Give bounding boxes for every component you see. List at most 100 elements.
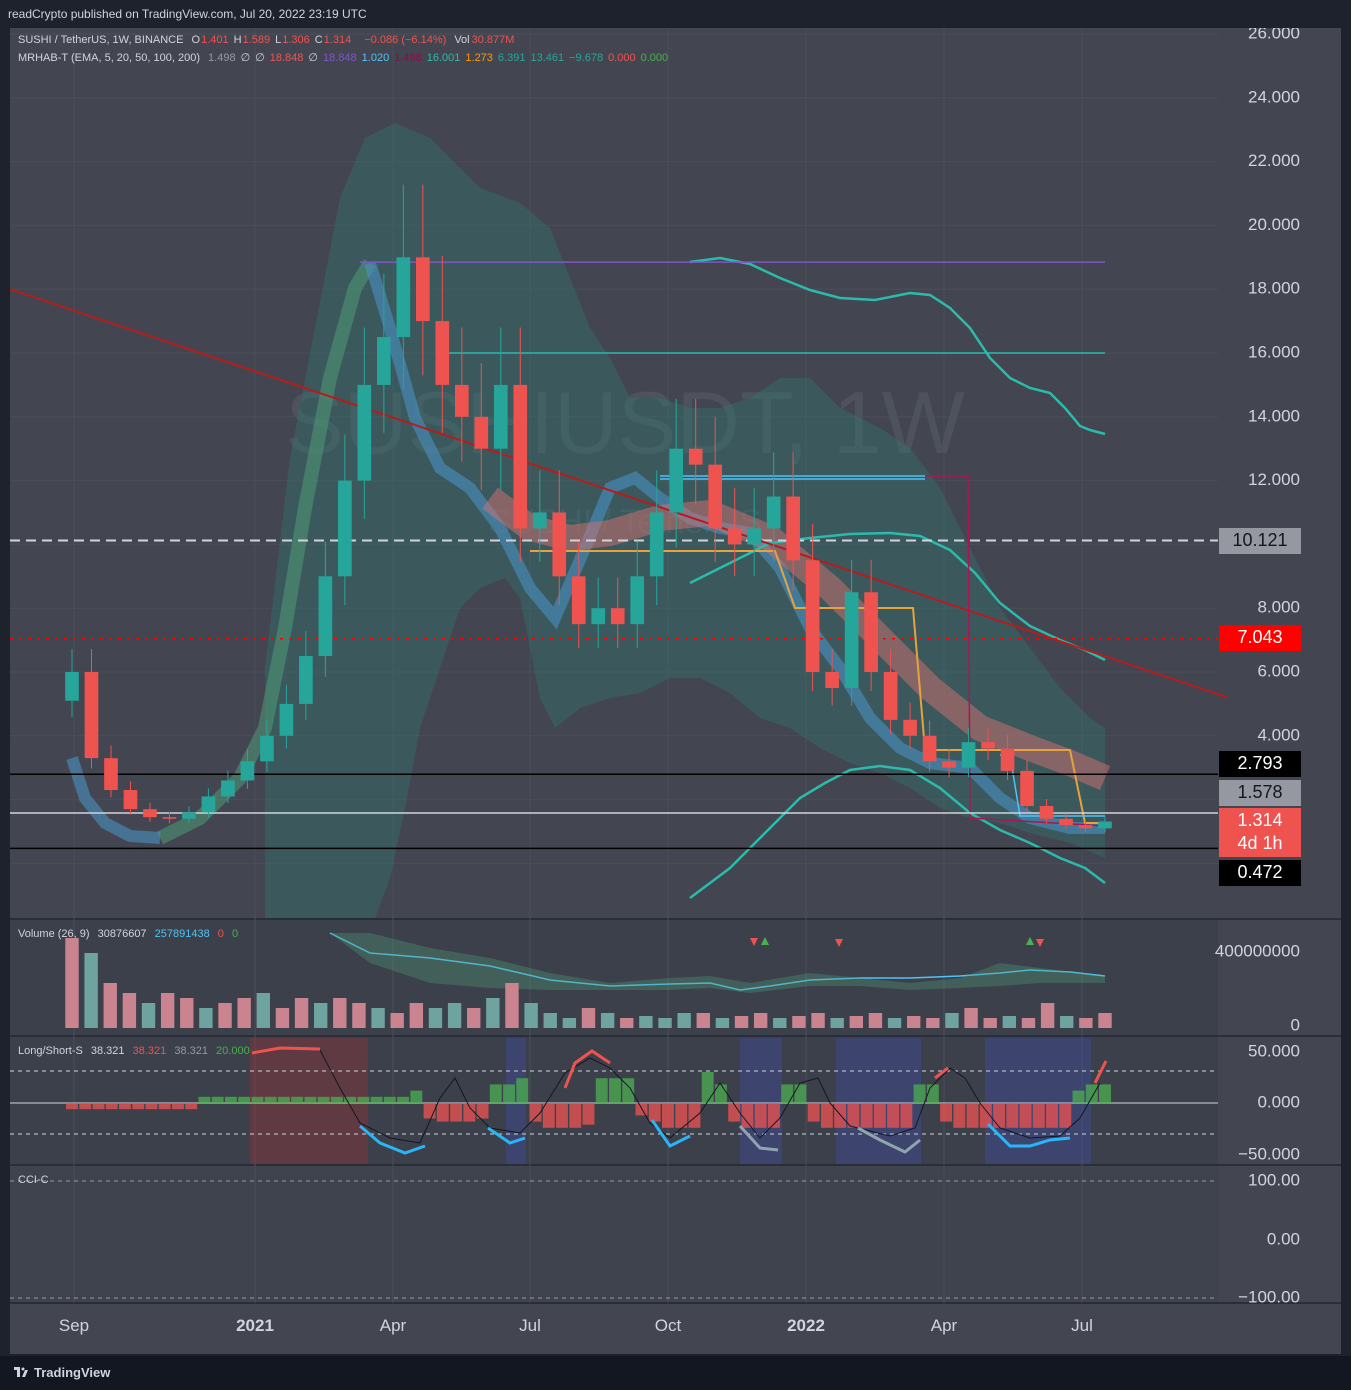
- ls-legend[interactable]: Long/Short-S 38.321 38.321 38.321 20.000: [18, 1045, 255, 1057]
- ls-histogram-bar: [423, 1103, 436, 1119]
- time-axis[interactable]: Sep 2021 Apr Jul Oct 2022 Apr Jul: [59, 1316, 1093, 1335]
- volume-legend-name: Volume (26, 9): [18, 928, 90, 940]
- published-header: readCrypto published on TradingView.com,…: [0, 0, 1351, 28]
- candle-body[interactable]: [1078, 825, 1093, 829]
- candle-body[interactable]: [727, 528, 742, 545]
- trendline[interactable]: [9, 288, 1229, 699]
- candle-body[interactable]: [688, 448, 703, 465]
- candle-body[interactable]: [1059, 818, 1073, 826]
- candle-body[interactable]: [669, 448, 684, 513]
- ls-histogram-bar: [873, 1103, 886, 1128]
- candle-body[interactable]: [610, 608, 625, 625]
- candle-body[interactable]: [240, 761, 255, 781]
- candle-body[interactable]: [201, 796, 216, 813]
- candle-body[interactable]: [299, 656, 313, 704]
- indicator-value: 18.848: [323, 52, 357, 64]
- candle-body[interactable]: [844, 592, 859, 688]
- candle-body[interactable]: [143, 809, 157, 818]
- volume-bar: [141, 1003, 156, 1028]
- ls-histogram-bar: [794, 1084, 807, 1103]
- indicator-values: 1.498 ∅ ∅ 18.848 ∅ 18.848 1.020 1.498 16.001 1.27…: [208, 52, 673, 64]
- candle-body[interactable]: [1039, 805, 1054, 819]
- chart-svg[interactable]: SUSHIUSDT, 1W SUSHI / TetherUS: [9, 23, 1341, 1354]
- candle-body[interactable]: [1098, 821, 1112, 829]
- candle-body[interactable]: [1000, 748, 1015, 771]
- price-label: 1.578: [1237, 782, 1282, 802]
- candle-body[interactable]: [123, 790, 138, 810]
- volume-bar: [371, 1008, 385, 1028]
- candle-body[interactable]: [65, 672, 79, 701]
- candle-body[interactable]: [571, 576, 586, 625]
- candle-body[interactable]: [942, 761, 956, 768]
- candle-body[interactable]: [279, 703, 294, 736]
- volume-bar: [467, 1008, 481, 1028]
- volume-bar: [199, 1008, 213, 1028]
- candle-body[interactable]: [532, 512, 547, 529]
- candle-body[interactable]: [338, 480, 352, 577]
- candle-body[interactable]: [747, 528, 761, 545]
- ls-tick: 0.000: [1257, 1092, 1300, 1111]
- price-axis[interactable]: 26.000 24.000 22.000 20.000 18.000 16.000 14.0…: [1248, 23, 1300, 744]
- indicator-value: −9.678: [569, 52, 604, 64]
- indicator-legend[interactable]: MRHAB-T (EMA, 5, 20, 50, 100, 200) 1.498…: [18, 51, 678, 64]
- candle-body[interactable]: [318, 576, 333, 657]
- red-ema-ribbon: [482, 487, 1111, 790]
- candle-body[interactable]: [84, 672, 99, 759]
- candle-body[interactable]: [883, 672, 898, 720]
- candle-body[interactable]: [708, 464, 723, 529]
- candle-body[interactable]: [630, 576, 645, 625]
- candle-body[interactable]: [805, 560, 820, 672]
- ls-histogram-bar: [1085, 1084, 1098, 1103]
- candle-body[interactable]: [591, 608, 606, 625]
- candle-body[interactable]: [454, 384, 469, 417]
- price-label-bg: [1219, 860, 1301, 886]
- cci-pane[interactable]: [10, 1166, 1218, 1302]
- candle-body[interactable]: [1020, 770, 1034, 806]
- candle-body[interactable]: [260, 735, 274, 762]
- candle-body[interactable]: [435, 321, 450, 385]
- ls-histogram-bar: [754, 1103, 767, 1128]
- candle-body[interactable]: [396, 257, 411, 338]
- candle-body[interactable]: [474, 416, 489, 449]
- candle-body[interactable]: [552, 512, 567, 577]
- indicator-value: 0.000: [608, 52, 636, 64]
- candle-body[interactable]: [377, 337, 391, 385]
- candle-body[interactable]: [864, 592, 878, 672]
- symbol-legend[interactable]: SUSHI / TetherUS, 1W, BINANCE O1.401 H1.5…: [18, 34, 519, 46]
- ls-axis[interactable]: 50.000 0.000 −50.000: [1238, 1041, 1300, 1163]
- candle-body[interactable]: [786, 496, 800, 561]
- candle-body[interactable]: [416, 257, 430, 322]
- candle-body[interactable]: [903, 719, 917, 736]
- symbol-name: SUSHI / TetherUS, 1W, BINANCE: [18, 34, 184, 46]
- candle-body[interactable]: [649, 512, 664, 577]
- price-pane[interactable]: [10, 28, 1218, 918]
- volume-bar: [945, 1013, 959, 1028]
- ls-histogram-bar: [940, 1103, 953, 1122]
- volume-bar: [486, 998, 500, 1028]
- cci-axis[interactable]: 100.00 0.00 −100.00: [1238, 1170, 1300, 1306]
- candle-body[interactable]: [513, 384, 528, 529]
- candle-body[interactable]: [493, 384, 508, 449]
- candle-body[interactable]: [766, 496, 781, 529]
- candle-body[interactable]: [981, 742, 995, 749]
- chart-container[interactable]: SUSHIUSDT, 1W SUSHI / TetherUS: [9, 23, 1341, 1354]
- volume-cloud: [330, 933, 1105, 993]
- volume-axis[interactable]: 400000000 0: [1215, 941, 1300, 1034]
- cci-legend[interactable]: CCI-C: [18, 1174, 54, 1186]
- candle-body[interactable]: [961, 742, 976, 768]
- candle-body[interactable]: [357, 384, 372, 481]
- candle-body[interactable]: [825, 672, 839, 688]
- candle-body[interactable]: [104, 758, 118, 791]
- volume-bar: [639, 1016, 653, 1028]
- candle-body[interactable]: [182, 812, 196, 819]
- candle-body[interactable]: [221, 780, 235, 797]
- volume-legend[interactable]: Volume (26, 9) 30876607 257891438 0 0: [18, 928, 243, 940]
- time-tick: 2022: [787, 1316, 825, 1335]
- ls-histogram-bar: [860, 1103, 873, 1128]
- volume-bar: [313, 1003, 328, 1028]
- price-axis-bg[interactable]: [1218, 28, 1341, 1318]
- candle-body[interactable]: [162, 817, 177, 819]
- ls-legend-v3: 38.321: [174, 1045, 208, 1057]
- candle-body[interactable]: [922, 735, 937, 762]
- ls-histogram-bar: [277, 1096, 290, 1103]
